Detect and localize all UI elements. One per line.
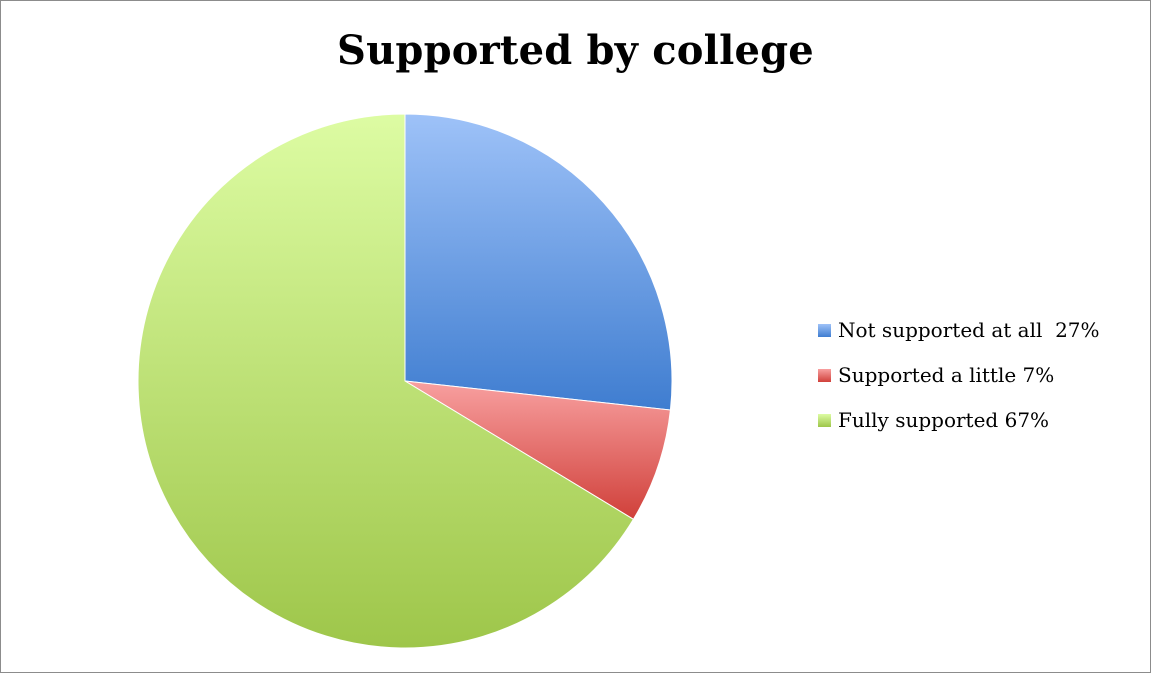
legend-label-not-supported: Not supported at all 27% xyxy=(838,318,1100,342)
pie-slice-supported-a-little xyxy=(404,380,671,520)
legend-swatch-supported-a-little xyxy=(818,368,831,382)
legend-swatch-not-supported xyxy=(818,323,831,337)
legend-label-supported-a-little: Supported a little 7% xyxy=(838,363,1055,387)
pie-slice-not-supported xyxy=(404,113,673,411)
pie-slice-fully-supported xyxy=(137,113,635,649)
legend-swatch-fully-supported xyxy=(818,413,831,427)
legend-item-supported-a-little: Supported a little 7% xyxy=(818,363,1100,387)
legend-item-not-supported: Not supported at all 27% xyxy=(818,318,1100,342)
legend: Not supported at all 27% Supported a lit… xyxy=(818,318,1100,454)
legend-item-fully-supported: Fully supported 67% xyxy=(818,408,1100,432)
chart-title: Supported by college xyxy=(337,27,814,74)
legend-label-fully-supported: Fully supported 67% xyxy=(838,408,1050,432)
